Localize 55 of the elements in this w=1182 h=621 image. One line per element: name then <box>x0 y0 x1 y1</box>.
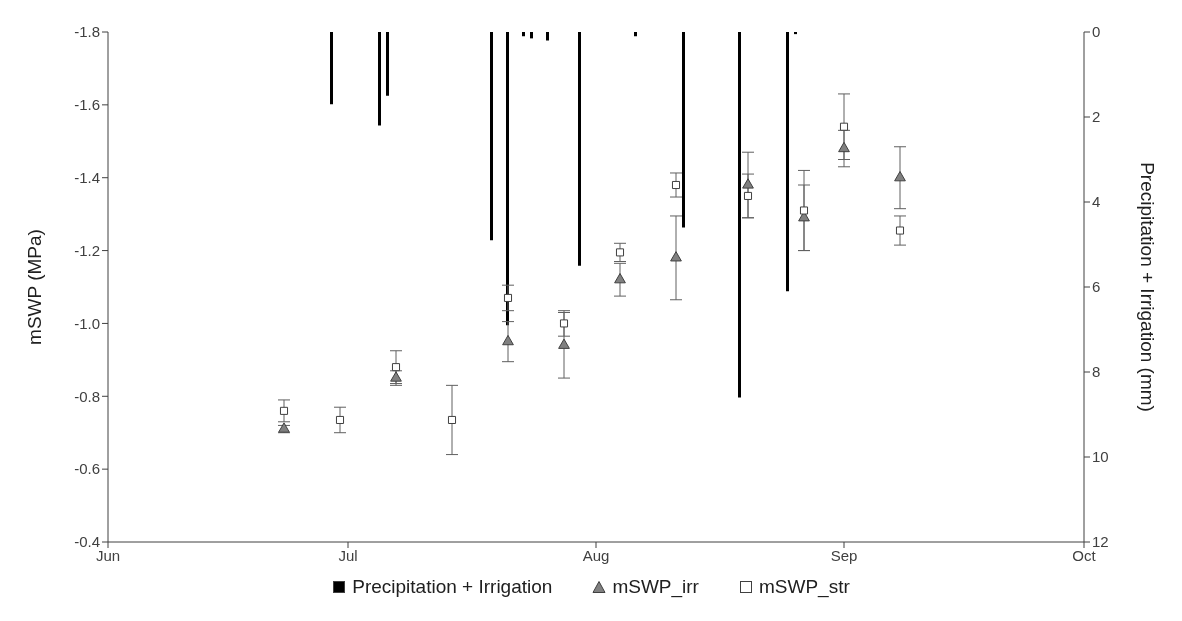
bar <box>506 32 509 326</box>
point <box>894 171 906 182</box>
y2-tick-label: 2 <box>1092 108 1101 126</box>
y2-tick-label: 10 <box>1092 448 1109 466</box>
bar <box>738 32 741 398</box>
bar <box>794 32 797 35</box>
y-tick-label: -0.8 <box>74 387 100 405</box>
bar <box>578 32 581 266</box>
y2-tick-label: 0 <box>1092 23 1101 41</box>
bar <box>330 32 333 105</box>
point <box>391 363 401 372</box>
x-tick-label: Sep <box>830 546 858 564</box>
bar <box>530 32 533 39</box>
point <box>614 273 626 284</box>
x-tick-label: Aug <box>582 546 610 564</box>
y-tick-label: -1.4 <box>74 169 100 187</box>
point <box>503 293 513 302</box>
point <box>559 319 569 328</box>
y2-tick-label: 6 <box>1092 278 1101 296</box>
bar <box>682 32 685 228</box>
y-axis-title: mSWP (MPa) <box>23 229 45 345</box>
legend-label: mSWP_irr <box>612 576 699 598</box>
bar <box>378 32 381 126</box>
legend-label: mSWP_str <box>758 576 850 598</box>
point <box>838 141 850 153</box>
point <box>447 415 457 424</box>
bar <box>546 32 549 41</box>
y-tick-label: -1.0 <box>74 314 100 332</box>
point <box>839 122 849 131</box>
y-tick-label: -0.6 <box>74 460 100 478</box>
bar <box>786 32 789 292</box>
point <box>671 180 681 190</box>
legend-label: Precipitation + Irrigation <box>352 576 553 598</box>
point <box>279 406 289 415</box>
y2-tick-label: 4 <box>1092 193 1101 211</box>
y-tick-label: -1.2 <box>74 241 100 259</box>
y2-axis-title: Precipitation + Irrigation (mm) <box>1137 162 1159 412</box>
y-tick-label: -1.8 <box>74 23 100 41</box>
point <box>743 191 753 200</box>
y-tick-label: -1.6 <box>74 96 100 114</box>
point <box>799 206 809 215</box>
point <box>895 226 905 235</box>
point <box>670 251 682 262</box>
bar <box>634 32 637 37</box>
point <box>335 415 345 424</box>
point <box>390 371 402 382</box>
point <box>558 338 570 349</box>
bar <box>386 32 389 96</box>
x-tick-label: Jul <box>338 546 358 564</box>
y2-tick-label: 8 <box>1092 363 1101 381</box>
point <box>502 334 514 346</box>
point <box>615 248 625 257</box>
bar <box>490 32 493 241</box>
point <box>742 178 754 189</box>
bar <box>522 32 525 37</box>
